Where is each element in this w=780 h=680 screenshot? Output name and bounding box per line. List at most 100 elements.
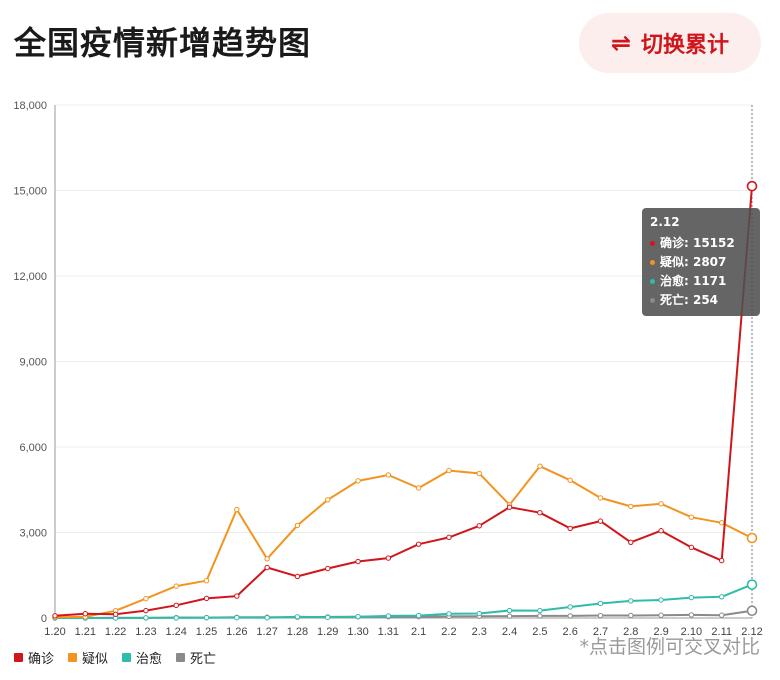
y-tick-label: 12,000 — [13, 271, 47, 283]
chart-legend: 确诊 疑似 治愈 死亡 — [14, 648, 216, 667]
y-tick-label: 6,000 — [19, 442, 47, 454]
tooltip-row-deaths: 死亡: 254 — [650, 291, 752, 310]
data-point-suspected — [476, 470, 482, 477]
data-point-confirmed — [537, 510, 543, 516]
legend-label-suspected: 疑似 — [82, 652, 109, 667]
data-point-suspected — [688, 514, 695, 520]
tooltip-confirmed-text: 确诊: 15152 — [660, 236, 735, 250]
data-point-confirmed — [746, 180, 758, 192]
data-point-recovered — [203, 614, 210, 621]
data-point-recovered — [294, 614, 301, 620]
tooltip-recovered-text: 治愈: 1171 — [660, 274, 727, 288]
x-tick-label: 2.6 — [563, 626, 578, 638]
x-tick-label: 2.7 — [593, 626, 608, 638]
x-tick-label: 1.25 — [196, 626, 217, 638]
data-point-deaths — [537, 613, 543, 619]
data-point-deaths — [597, 612, 604, 619]
data-point-confirmed — [385, 555, 392, 561]
data-point-confirmed — [597, 518, 604, 524]
data-point-recovered — [234, 614, 240, 621]
legend-label-deaths: 死亡 — [190, 652, 217, 667]
swap-arrows-icon: ⇌ — [610, 29, 632, 57]
data-point-recovered — [325, 614, 331, 621]
data-point-suspected — [718, 520, 725, 526]
data-point-recovered — [628, 598, 634, 604]
x-tick-label: 1.29 — [317, 626, 338, 638]
tooltip-suspected-text: 疑似: 2807 — [660, 255, 727, 269]
data-point-confirmed — [112, 611, 119, 617]
series-line-suspected — [54, 465, 753, 619]
y-tick-label: 0 — [41, 613, 47, 625]
data-point-suspected — [355, 478, 361, 484]
data-point-recovered — [506, 607, 513, 614]
header: 全国疫情新增趋势图 ⇌ 切换累计 — [0, 0, 780, 90]
legend-item-suspected[interactable]: 疑似 — [68, 648, 108, 667]
x-tick-label: 1.24 — [166, 626, 187, 638]
data-point-recovered — [597, 600, 604, 607]
data-point-recovered — [385, 613, 392, 619]
legend-item-confirmed[interactable]: 确诊 — [14, 648, 54, 667]
x-tick-label: 1.28 — [287, 626, 308, 638]
legend-item-deaths[interactable]: 死亡 — [176, 648, 216, 667]
tooltip-row-confirmed: 确诊: 15152 — [650, 234, 752, 253]
x-tick-label: 2.4 — [502, 626, 517, 638]
data-point-confirmed — [688, 544, 695, 551]
data-point-confirmed — [476, 523, 482, 529]
data-point-suspected — [628, 503, 634, 510]
data-point-deaths — [506, 613, 513, 619]
data-point-confirmed — [264, 564, 270, 571]
toggle-cumulative-label: 切换累计 — [641, 33, 730, 58]
data-point-deaths — [718, 612, 725, 618]
legend-label-recovered: 治愈 — [136, 652, 163, 667]
data-point-suspected — [264, 556, 270, 562]
data-point-deaths — [746, 605, 758, 617]
x-tick-label: 1.27 — [256, 626, 277, 638]
data-point-suspected — [234, 506, 240, 513]
data-point-recovered — [143, 615, 149, 621]
data-point-recovered — [355, 613, 361, 620]
trend-line-chart[interactable]: 0 3,000 6,000 9,000 12,000 15,000 18,000 1.20 1.… — [0, 90, 780, 640]
tooltip-row-suspected: 疑似: 2807 — [650, 253, 752, 272]
x-tick-label: 1.21 — [75, 626, 96, 638]
y-tick-label: 15,000 — [13, 186, 47, 198]
tooltip-title: 2.12 — [650, 215, 680, 229]
deaths-dot-icon — [650, 298, 655, 303]
data-point-suspected — [143, 595, 149, 602]
toggle-cumulative-button[interactable]: ⇌ 切换累计 — [579, 13, 761, 73]
recovered-dot-icon — [650, 279, 655, 284]
data-point-suspected — [446, 467, 452, 474]
data-point-suspected — [203, 577, 210, 584]
x-tick-label: 2.5 — [532, 626, 547, 638]
x-tick-label: 2.3 — [472, 626, 487, 638]
legend-swatch-confirmed — [14, 653, 23, 662]
confirmed-dot-icon — [650, 241, 655, 246]
data-point-suspected — [294, 522, 301, 529]
tooltip-row-recovered: 治愈: 1171 — [650, 272, 752, 291]
data-point-confirmed — [718, 557, 725, 564]
data-point-confirmed — [82, 611, 89, 617]
x-tick-label: 2.11 — [711, 626, 732, 638]
data-point-suspected — [537, 463, 543, 469]
x-tick-label: 1.23 — [135, 626, 156, 638]
x-tick-label: 1.20 — [44, 626, 65, 638]
data-point-recovered — [718, 594, 725, 600]
data-point-confirmed — [143, 607, 149, 614]
data-point-suspected — [597, 495, 604, 501]
data-point-confirmed — [52, 613, 58, 619]
legend-swatch-recovered — [122, 653, 132, 662]
x-tick-label: 1.22 — [105, 626, 126, 638]
data-point-recovered — [415, 612, 422, 619]
data-point-suspected — [325, 497, 331, 503]
data-point-suspected — [658, 501, 664, 507]
x-tick-label: 1.30 — [347, 626, 368, 638]
data-point-confirmed — [234, 593, 240, 599]
data-point-confirmed — [567, 525, 573, 532]
data-point-recovered — [746, 579, 758, 590]
y-tick-label: 3,000 — [19, 528, 47, 540]
legend-item-recovered[interactable]: 治愈 — [122, 648, 162, 667]
data-point-confirmed — [415, 541, 422, 547]
data-point-recovered — [264, 615, 270, 621]
data-point-suspected — [746, 532, 758, 544]
data-point-confirmed — [628, 539, 634, 546]
legend-swatch-suspected — [68, 653, 78, 662]
